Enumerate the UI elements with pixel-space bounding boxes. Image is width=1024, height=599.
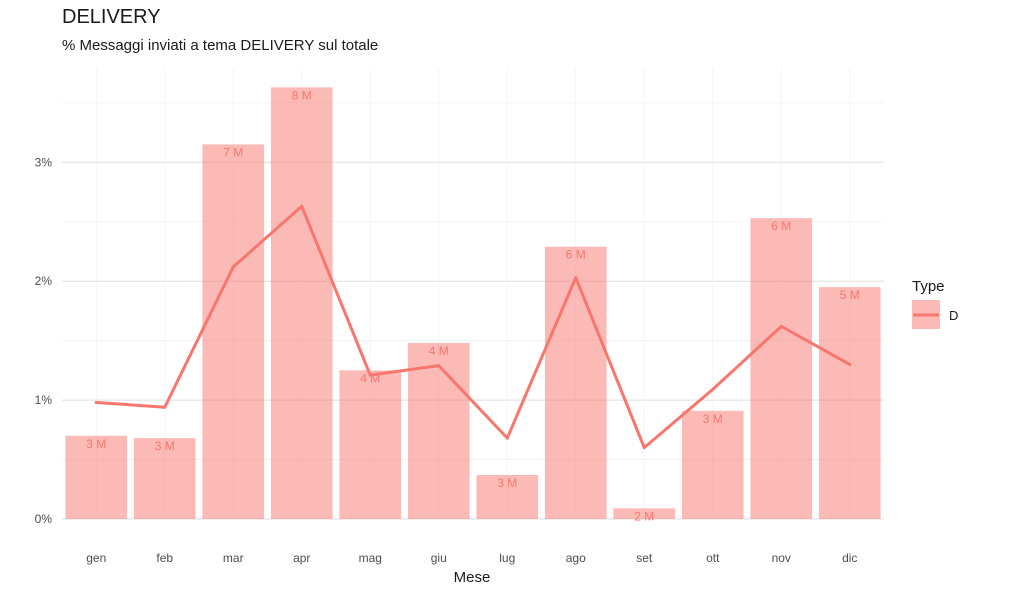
bar-data-label: 7 M [223, 145, 243, 159]
line-point [94, 400, 98, 404]
x-tick-label: ott [706, 551, 720, 565]
line-point [848, 362, 852, 366]
bar [613, 508, 676, 519]
line-point [368, 373, 372, 377]
bar-data-label: 4 M [360, 371, 380, 385]
y-tick-label: 1% [35, 393, 53, 407]
x-tick-label: nov [772, 551, 791, 565]
bar-series [65, 87, 881, 519]
trend-line [94, 204, 852, 450]
bar-data-label: 8 M [292, 88, 312, 102]
bar [476, 475, 539, 519]
line-point [574, 276, 578, 280]
y-tick-label: 0% [35, 512, 53, 526]
x-tick-label: set [636, 551, 653, 565]
legend-label: D [949, 308, 958, 323]
x-tick-label: lug [499, 551, 515, 565]
bar-data-label: 4 M [429, 344, 449, 358]
x-tick-label: dic [842, 551, 857, 565]
bar [407, 343, 470, 519]
x-tick-label: apr [293, 551, 310, 565]
bar-data-label: 3 M [155, 439, 175, 453]
line-point [505, 436, 509, 440]
x-tick-label: ago [566, 551, 586, 565]
bar [750, 218, 813, 519]
bar-data-label: 3 M [86, 437, 106, 451]
x-tick-label: feb [156, 551, 173, 565]
line-point [779, 324, 783, 328]
axes: 0% 1% 2% 3% gen feb mar apr mag giu lug ago set ott no… [35, 155, 858, 565]
bar [681, 410, 744, 519]
bar-data-label: 2 M [634, 509, 654, 523]
bar [544, 246, 607, 519]
y-tick-label: 2% [35, 274, 53, 288]
bar-data-label: 6 M [771, 219, 791, 233]
chart-title: DELIVERY [62, 6, 161, 28]
line-point [711, 387, 715, 391]
bar [818, 287, 881, 519]
bar-data-label: 3 M [703, 412, 723, 426]
bar-data-label: 5 M [840, 288, 860, 302]
bar-data-label: 3 M [497, 476, 517, 490]
bar [133, 438, 196, 519]
y-tick-label: 3% [35, 155, 53, 169]
bar [339, 370, 402, 519]
line-series [94, 204, 852, 450]
line-point [300, 204, 304, 208]
chart-subtitle: % Messaggi inviati a tema DELIVERY sul t… [62, 37, 379, 54]
legend: Type D [912, 278, 958, 329]
line-point [231, 265, 235, 269]
x-tick-label: mag [359, 551, 382, 565]
line-point [437, 364, 441, 368]
line-point [163, 405, 167, 409]
x-axis-title: Mese [454, 569, 491, 586]
bar [202, 144, 265, 519]
x-tick-label: giu [431, 551, 447, 565]
bar [270, 87, 333, 519]
bar-labels: 3 M 3 M 7 M 8 M 4 M 4 M 3 M 6 M 2 M 3 M 6 M 5 M [86, 88, 860, 523]
x-tick-label: gen [86, 551, 106, 565]
bar [65, 435, 128, 519]
bar-data-label: 6 M [566, 248, 586, 262]
legend-title: Type [912, 278, 945, 295]
x-tick-label: mar [223, 551, 244, 565]
line-point [642, 446, 646, 450]
